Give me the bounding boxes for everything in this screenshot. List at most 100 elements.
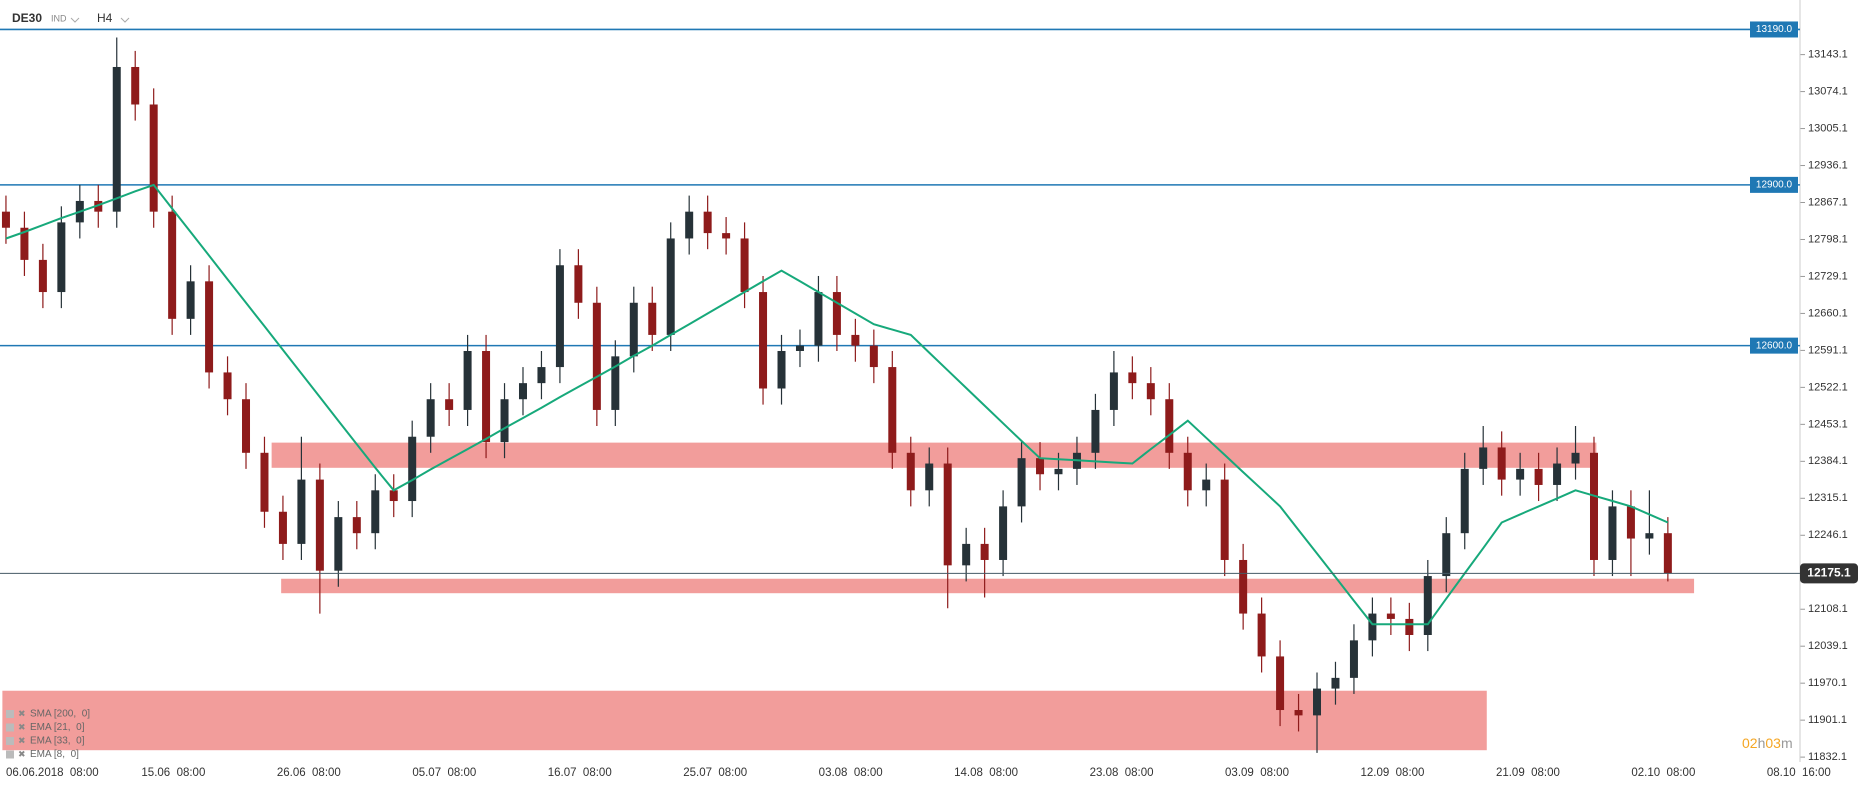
- x-tick-label: 21.09 08:00: [1496, 767, 1560, 779]
- y-tick-label: 13074.1: [1808, 85, 1848, 97]
- candle-body: [278, 511, 287, 544]
- level-label: 12900.0: [1756, 180, 1793, 191]
- candle-body: [1442, 533, 1451, 577]
- candle-body: [1405, 618, 1414, 635]
- indicator-label: EMA [33, 0]: [30, 736, 85, 747]
- current-price-box: [1800, 563, 1858, 584]
- candle-body: [186, 281, 195, 319]
- candle-body: [1202, 479, 1211, 491]
- candle-body: [1109, 372, 1118, 410]
- candle-body: [1017, 458, 1026, 507]
- candle-body: [482, 350, 491, 443]
- candle-body: [943, 463, 952, 566]
- countdown-part: m: [1781, 735, 1793, 751]
- indicator-label: EMA [21, 0]: [30, 722, 85, 733]
- y-tick-label: 12522.1: [1808, 381, 1848, 393]
- candle-body: [334, 517, 343, 571]
- candle-body: [795, 345, 804, 351]
- candle-body: [537, 367, 546, 384]
- zone: [2, 690, 1487, 751]
- interval[interactable]: H4: [97, 11, 113, 25]
- candle-body: [703, 211, 712, 234]
- candle-body: [1091, 409, 1100, 453]
- candle-body: [1368, 613, 1377, 641]
- candle-body: [371, 490, 380, 534]
- candle-body: [352, 517, 361, 534]
- x-tick-label: 06.06.2018 08:00: [6, 767, 99, 779]
- candle-body: [611, 356, 620, 410]
- y-tick-label: 12729.1: [1808, 270, 1848, 282]
- candle-body: [1054, 468, 1063, 475]
- candle-body: [1349, 640, 1358, 678]
- indicator-remove[interactable]: ✖: [18, 722, 26, 732]
- candle-body: [592, 302, 601, 410]
- candle-body: [722, 233, 731, 239]
- candle-body: [777, 350, 786, 389]
- level-label-box: [1750, 176, 1798, 193]
- indicator-label: SMA [200, 0]: [30, 709, 90, 720]
- indicator-icon: [6, 710, 14, 718]
- y-tick-label: 12315.1: [1808, 492, 1848, 504]
- candle-body: [685, 211, 694, 239]
- indicator-remove[interactable]: ✖: [18, 749, 26, 759]
- candle-body: [666, 238, 675, 335]
- y-tick-label: 11832.1: [1808, 751, 1847, 763]
- candle-body: [1589, 452, 1598, 560]
- candle-body: [832, 292, 841, 335]
- candle-body: [869, 345, 878, 368]
- indicator-remove[interactable]: ✖: [18, 708, 26, 718]
- x-tick-label: 05.07 08:00: [412, 767, 476, 779]
- y-tick-label: 13143.1: [1808, 49, 1848, 61]
- candle-body: [888, 367, 897, 453]
- candle-body: [648, 302, 657, 335]
- candle-body: [1257, 613, 1266, 657]
- candle-body: [629, 302, 638, 357]
- y-tick-label: 12936.1: [1808, 159, 1848, 171]
- candle-body: [297, 479, 306, 544]
- candle-body: [518, 383, 527, 400]
- candle-body: [1626, 506, 1635, 539]
- symbol-tag: IND: [51, 13, 67, 23]
- candle-body: [445, 399, 454, 410]
- y-tick-label: 12108.1: [1808, 603, 1848, 615]
- candle-body: [740, 238, 749, 293]
- candle-body: [1645, 533, 1654, 539]
- indicator-remove[interactable]: ✖: [18, 735, 26, 745]
- candle-body: [149, 104, 158, 212]
- dropdown-arrow[interactable]: [120, 17, 130, 23]
- y-tick-label: 11970.1: [1808, 677, 1847, 689]
- candle-body: [389, 490, 398, 502]
- indicator-label: EMA [8, 0]: [30, 749, 79, 760]
- zone: [281, 578, 1695, 594]
- candle-body: [1608, 506, 1617, 560]
- y-tick-label: 12384.1: [1808, 455, 1848, 467]
- dropdown-arrow[interactable]: [70, 17, 80, 23]
- x-tick-label: 15.06 08:00: [141, 767, 205, 779]
- candle-body: [408, 436, 417, 502]
- candle-body: [1663, 533, 1672, 574]
- x-tick-label: 12.09 08:00: [1360, 767, 1424, 779]
- candle-body: [925, 463, 934, 491]
- candle-body: [426, 399, 435, 437]
- x-tick-label: 14.08 08:00: [954, 767, 1018, 779]
- y-tick-label: 12867.1: [1808, 196, 1848, 208]
- candle-body: [906, 452, 915, 491]
- candle-body: [1479, 447, 1488, 469]
- candle-body: [500, 399, 509, 443]
- indicator-icon: [6, 723, 14, 732]
- candle-body: [1, 211, 10, 228]
- x-tick-label: 02.10 08:00: [1631, 767, 1695, 779]
- candle-body: [1239, 559, 1248, 614]
- ema-line: [5, 183, 1669, 626]
- candle-body: [1423, 576, 1432, 635]
- candle-body: [260, 452, 269, 512]
- candle-body: [1553, 463, 1562, 485]
- x-tick-label: 03.09 08:00: [1225, 767, 1289, 779]
- candle-body: [1146, 383, 1155, 400]
- countdown-part: 03: [1765, 735, 1781, 751]
- candle-body: [20, 227, 29, 260]
- symbol: DE30: [12, 11, 42, 25]
- level-label-box: [1750, 21, 1798, 38]
- candle-body: [223, 372, 232, 400]
